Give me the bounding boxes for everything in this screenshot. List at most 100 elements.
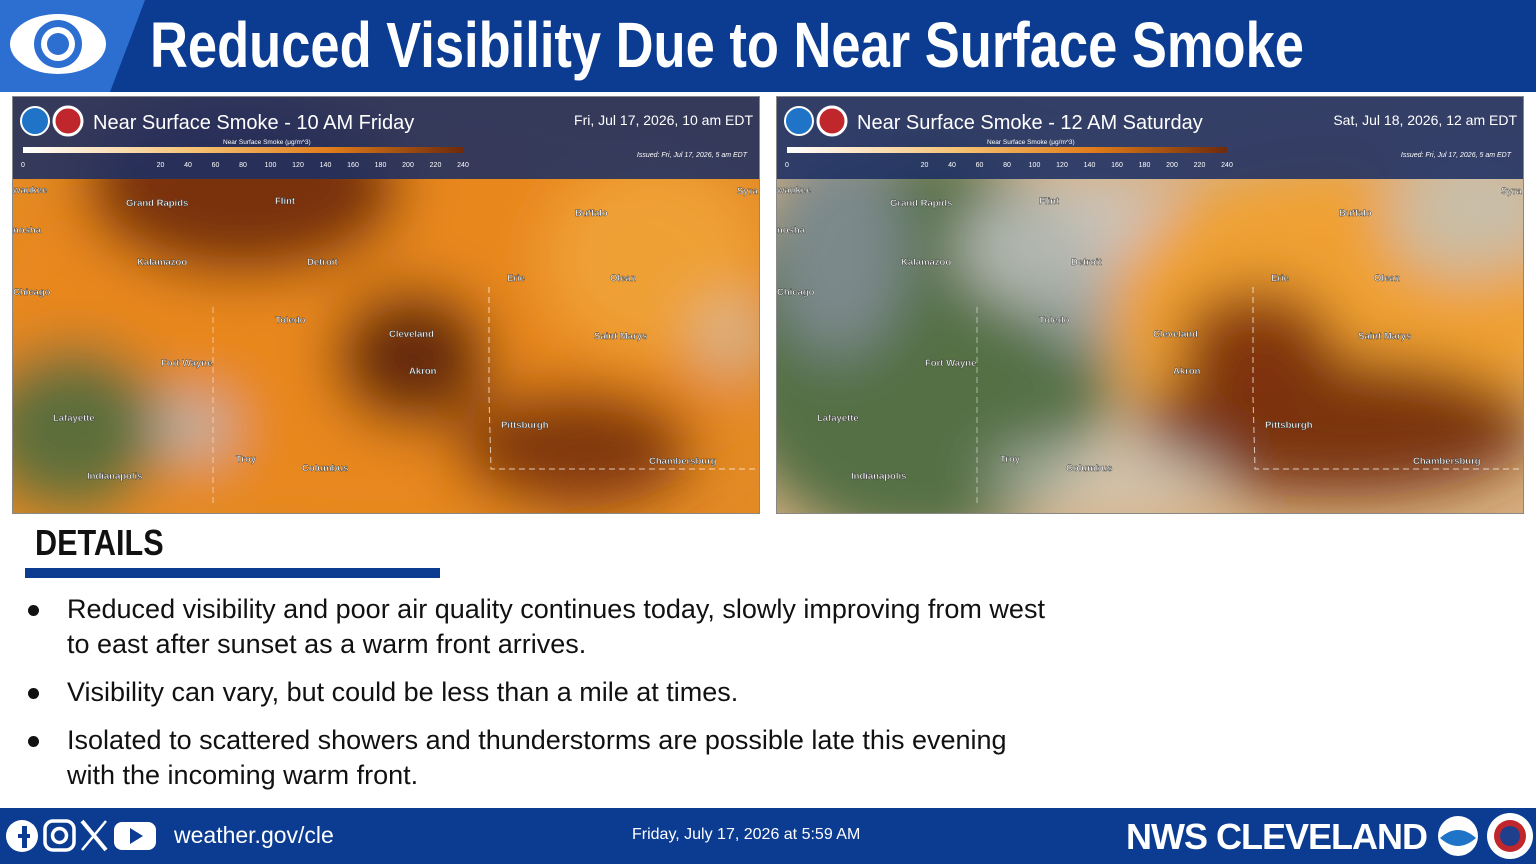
colorbar (23, 147, 463, 153)
colorbar-tick: 120 (292, 162, 304, 169)
city-label: Erie (1271, 273, 1289, 284)
colorbar-tick: 160 (347, 162, 359, 169)
city-label: Kalamazoo (901, 257, 951, 268)
colorbar-tick: 180 (1139, 162, 1151, 169)
header: Reduced Visibility Due to Near Surface S… (0, 0, 1536, 92)
city-label: Toledo (1039, 315, 1070, 326)
state-border (1252, 287, 1523, 470)
colorbar-tick: 160 (1111, 162, 1123, 169)
smoke-field (777, 137, 1523, 513)
eye-icon (0, 0, 145, 92)
colorbar-tick: 20 (157, 162, 165, 169)
city-label: Indianapolis (87, 471, 142, 482)
map-header (13, 97, 759, 179)
smoke-blob (333, 287, 493, 427)
colorbar-tick: 240 (457, 162, 469, 169)
city-label: nosha (13, 225, 42, 236)
city-label: Fort Wayne (161, 358, 212, 369)
smoke-blob (777, 137, 907, 357)
smoke-map: Near Surface Smoke - 10 AM Friday Fri, Ju… (12, 96, 760, 514)
colorbar-tick: 240 (1221, 162, 1233, 169)
colorbar-tick: 80 (1003, 162, 1011, 169)
city-label: Saint Marys (594, 331, 647, 342)
city-label: nosha (777, 225, 806, 236)
website[interactable]: weather.gov/cle (174, 822, 334, 848)
logos (1438, 813, 1533, 859)
map-title: Near Surface Smoke - 10 AM Friday (93, 112, 414, 134)
city-label: Pittsburgh (1265, 420, 1313, 431)
noaa-logo (20, 106, 50, 136)
map-date: Sat, Jul 18, 2026, 12 am EDT (1333, 112, 1517, 128)
city-label: Akron (1173, 366, 1201, 377)
bullet: Visibility can vary, but could be less t… (26, 675, 1056, 710)
title: Reduced Visibility Due to Near Surface S… (150, 9, 1304, 81)
smoke-blob (153, 397, 233, 457)
city-label: Cleveland (389, 329, 434, 340)
city-label: Olean (1374, 273, 1401, 284)
colorbar-tick: 80 (239, 162, 247, 169)
divider (25, 568, 440, 578)
colorbar-tick: 180 (375, 162, 387, 169)
smoke-blob (453, 387, 693, 507)
city-label: waukee (13, 185, 47, 196)
colorbar-tick: 60 (212, 162, 220, 169)
map-date: Fri, Jul 17, 2026, 10 am EDT (574, 112, 753, 128)
city-label: Syra (1501, 186, 1522, 197)
bullet: Isolated to scattered showers and thunde… (26, 723, 1056, 793)
city-label: Chicago (777, 287, 815, 298)
colorbar-tick: 0 (21, 162, 25, 169)
map-title: Near Surface Smoke - 12 AM Saturday (857, 112, 1203, 134)
map-issued: Issued: Fri, Jul 17, 2026, 5 am EDT (1401, 152, 1512, 159)
city-label: Buffalo (575, 208, 608, 219)
smoke-blob (693, 297, 759, 377)
city-label: Chambersburg (1413, 456, 1481, 467)
colorbar-tick: 200 (402, 162, 414, 169)
city-label: Grand Rapids (126, 198, 188, 209)
colorbar-tick: 100 (265, 162, 277, 169)
city-label: Buffalo (1339, 208, 1372, 219)
colorbar-tick: 40 (948, 162, 956, 169)
city-label: Fort Wayne (925, 358, 976, 369)
social-icons (6, 819, 156, 852)
nws-logo (52, 105, 84, 137)
timestamp: Friday, July 17, 2026 at 5:59 AM (632, 826, 861, 843)
nws-logo (816, 105, 848, 137)
colorbar-tick: 140 (1084, 162, 1096, 169)
city-label: Olean (610, 273, 637, 284)
colorbar-tick: 0 (785, 162, 789, 169)
city-label: Cleveland (1153, 329, 1198, 340)
city-label: Detroit (1071, 257, 1102, 268)
city-label: Indianapolis (851, 471, 906, 482)
colorbar-tick: 220 (430, 162, 442, 169)
city-label: Chicago (13, 287, 51, 298)
smoke-blob (543, 157, 759, 357)
noaa-logo (784, 106, 814, 136)
city-label: Akron (409, 366, 437, 377)
colorbar-label: Near Surface Smoke (μg/m^3) (223, 139, 311, 146)
city-label: Syra (737, 186, 758, 197)
city-label: Troy (236, 454, 257, 465)
bullet: Reduced visibility and poor air quality … (26, 592, 1056, 662)
smoke-blob (1177, 287, 1337, 407)
details-heading: DETAILS (35, 522, 164, 563)
map-header (777, 97, 1523, 179)
colorbar-tick: 140 (320, 162, 332, 169)
city-label: Chambersburg (649, 456, 717, 467)
colorbar (787, 147, 1227, 153)
colorbar-label: Near Surface Smoke (μg/m^3) (987, 139, 1075, 146)
colorbar-tick: 220 (1194, 162, 1206, 169)
city-label: Columbus (1066, 463, 1112, 474)
colorbar-tick: 20 (921, 162, 929, 169)
city-label: Kalamazoo (137, 257, 187, 268)
bullet-list: Reduced visibility and poor air quality … (26, 592, 1056, 806)
city-label: Grand Rapids (890, 198, 952, 209)
smoke-blob (13, 347, 163, 507)
city-label: Flint (275, 196, 296, 207)
city-label: Erie (507, 273, 525, 284)
city-label: Troy (1000, 454, 1021, 465)
city-label: Columbus (302, 463, 348, 474)
map-canvas: Near Surface Smoke - 12 AM Saturday Sat, … (777, 97, 1523, 513)
colorbar-tick: 120 (1056, 162, 1068, 169)
map-issued: Issued: Fri, Jul 17, 2026, 5 am EDT (637, 152, 748, 159)
